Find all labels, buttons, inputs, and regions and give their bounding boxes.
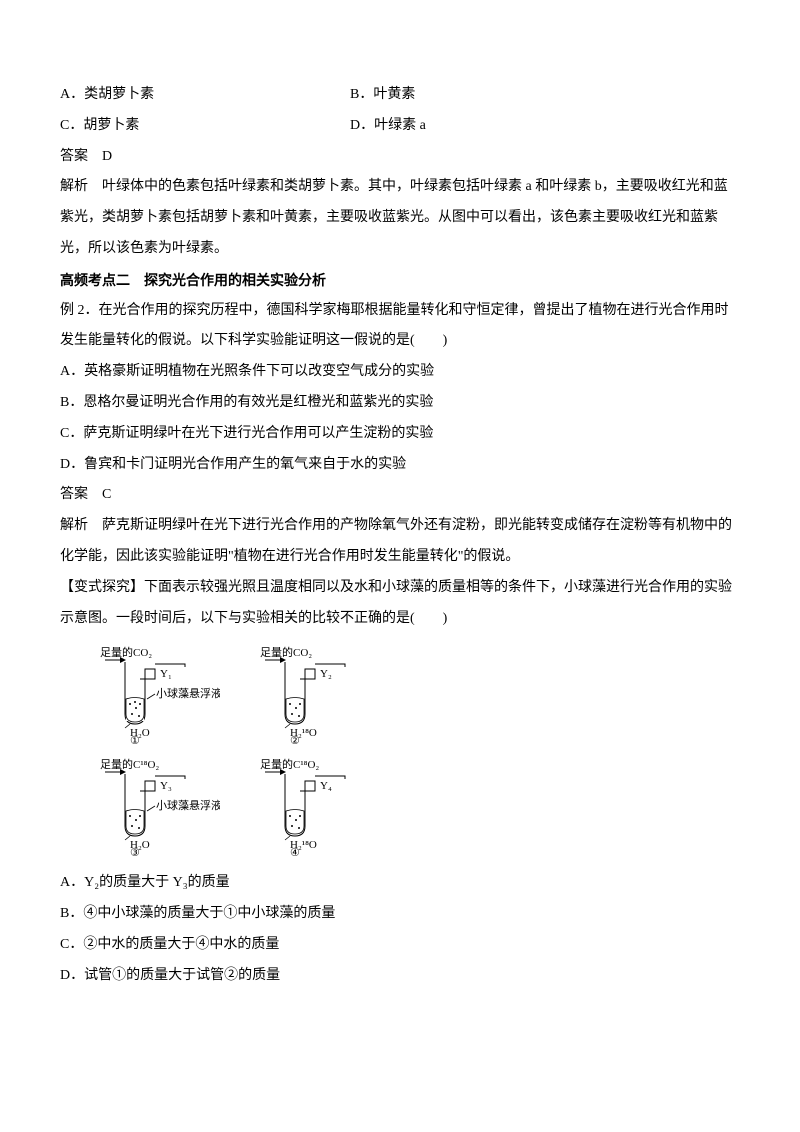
tube1-num: ① — [130, 735, 140, 744]
tube3-suspension: 小球藻悬浮液 — [156, 798, 220, 812]
tube3-top-label: 足量的C¹⁸O₂ — [100, 757, 159, 771]
experiment-diagram: 足量的CO₂ Y₁ 小球藻悬浮液 H₂O ① 足量的CO — [100, 644, 740, 856]
answer-2: 答案 C — [60, 480, 740, 511]
option-d: D．叶绿素 a — [350, 111, 740, 142]
option2-d: D．鲁宾和卡门证明光合作用产生的氧气来自于水的实验 — [60, 450, 740, 481]
tube-4: 足量的C¹⁸O₂ Y₄ H₂¹⁸O ④ — [260, 756, 380, 856]
option2-c: C．萨克斯证明绿叶在光下进行光合作用可以产生淀粉的实验 — [60, 419, 740, 450]
tube1-y-label: Y₁ — [160, 668, 172, 680]
option3-a: A．Y₂的质量大于 Y₃的质量 — [60, 868, 740, 899]
tube4-top-label: 足量的C¹⁸O₂ — [260, 757, 319, 771]
tube1-suspension: 小球藻悬浮液 — [156, 686, 220, 700]
tube-1: 足量的CO₂ Y₁ 小球藻悬浮液 H₂O ① — [100, 644, 220, 744]
tube4-y-label: Y₄ — [320, 780, 332, 792]
section-title: 高频考点二 探究光合作用的相关实验分析 — [60, 265, 740, 296]
analysis-2: 解析 萨克斯证明绿叶在光下进行光合作用的产物除氧气外还有淀粉，即光能转变成储存在… — [60, 511, 740, 573]
option2-b: B．恩格尔曼证明光合作用的有效光是红橙光和蓝紫光的实验 — [60, 388, 740, 419]
option3-b: B．④中小球藻的质量大于①中小球藻的质量 — [60, 899, 740, 930]
option-a: A．类胡萝卜素 — [60, 80, 350, 111]
analysis-1: 解析 叶绿体中的色素包括叶绿素和类胡萝卜素。其中，叶绿素包括叶绿素 a 和叶绿素… — [60, 172, 740, 264]
tube3-y-label: Y₃ — [160, 780, 172, 792]
tube4-num: ④ — [290, 847, 300, 856]
tube2-y-label: Y₂ — [320, 668, 332, 680]
tube-2: 足量的CO₂ Y₂ H₂¹⁸O ② — [260, 644, 380, 744]
tube2-num: ② — [290, 735, 300, 744]
option3-d: D．试管①的质量大于试管②的质量 — [60, 961, 740, 992]
option2-a: A．英格豪斯证明植物在光照条件下可以改变空气成分的实验 — [60, 357, 740, 388]
tube-3: 足量的C¹⁸O₂ Y₃ 小球藻悬浮液 H₂O ③ — [100, 756, 220, 856]
option3-c: C．②中水的质量大于④中水的质量 — [60, 930, 740, 961]
tube1-top-label: 足量的CO₂ — [100, 645, 152, 659]
tube3-num: ③ — [130, 847, 140, 856]
answer-1: 答案 D — [60, 142, 740, 173]
option-c: C．胡萝卜素 — [60, 111, 350, 142]
example-2-stem: 例 2．在光合作用的探究历程中，德国科学家梅耶根据能量转化和守恒定律，曾提出了植… — [60, 296, 740, 358]
option-b: B．叶黄素 — [350, 80, 740, 111]
variant-stem: 【变式探究】下面表示较强光照且温度相同以及水和小球藻的质量相等的条件下，小球藻进… — [60, 573, 740, 635]
tube2-top-label: 足量的CO₂ — [260, 645, 312, 659]
